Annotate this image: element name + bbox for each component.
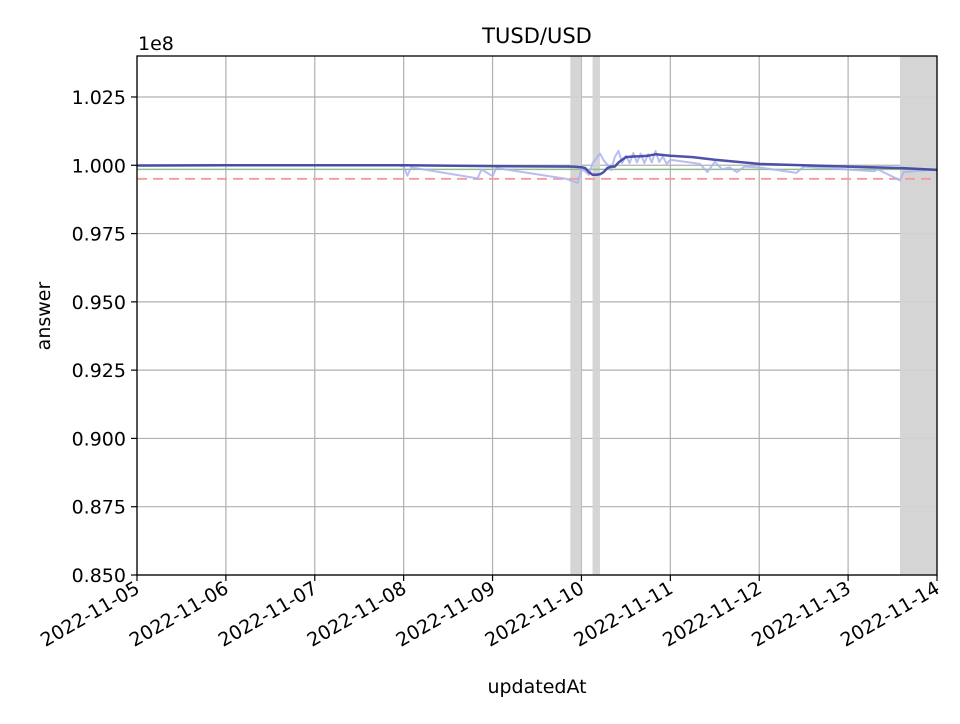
plot-area: 0.850 0.875 0.900 0.925 0.950 0.975 1.000 1.025… [37, 55, 944, 652]
y-axis-label: answer [33, 281, 55, 350]
smoothed-series-line [136, 153, 938, 177]
shaded-region [570, 56, 582, 575]
shaded-region [592, 56, 600, 575]
y-axis-offset-label: 1e8 [138, 33, 174, 55]
y-tick-label: 0.975 [72, 224, 126, 246]
chart-title: TUSD/USD [481, 24, 592, 48]
x-tick-label: 2022-11-13 [748, 577, 855, 651]
axes-frame [136, 55, 938, 576]
x-tick-label: 2022-11-12 [659, 577, 766, 651]
y-tick-label: 0.900 [72, 428, 126, 450]
y-tick-label: 0.925 [72, 360, 126, 382]
x-tick-label: 2022-11-11 [570, 577, 677, 651]
x-tick-label: 2022-11-14 [837, 577, 944, 651]
x-tick-label: 2022-11-07 [215, 577, 322, 651]
y-tick-label: 0.950 [72, 292, 126, 314]
x-tick-label: 2022-11-08 [304, 577, 411, 651]
x-axis-label: updatedAt [487, 676, 586, 698]
y-tick-label: 1.000 [72, 155, 126, 177]
raw-series-line [136, 149, 938, 184]
y-tick-label: 0.850 [72, 565, 126, 587]
shaded-region [899, 56, 937, 575]
x-tick-label: 2022-11-05 [37, 577, 144, 651]
x-tick-label: 2022-11-09 [392, 577, 499, 651]
x-tick-label: 2022-11-06 [126, 577, 233, 651]
y-tick-label: 1.025 [72, 87, 126, 109]
x-tick-label: 2022-11-10 [481, 577, 588, 651]
y-tick-label: 0.875 [72, 497, 126, 519]
